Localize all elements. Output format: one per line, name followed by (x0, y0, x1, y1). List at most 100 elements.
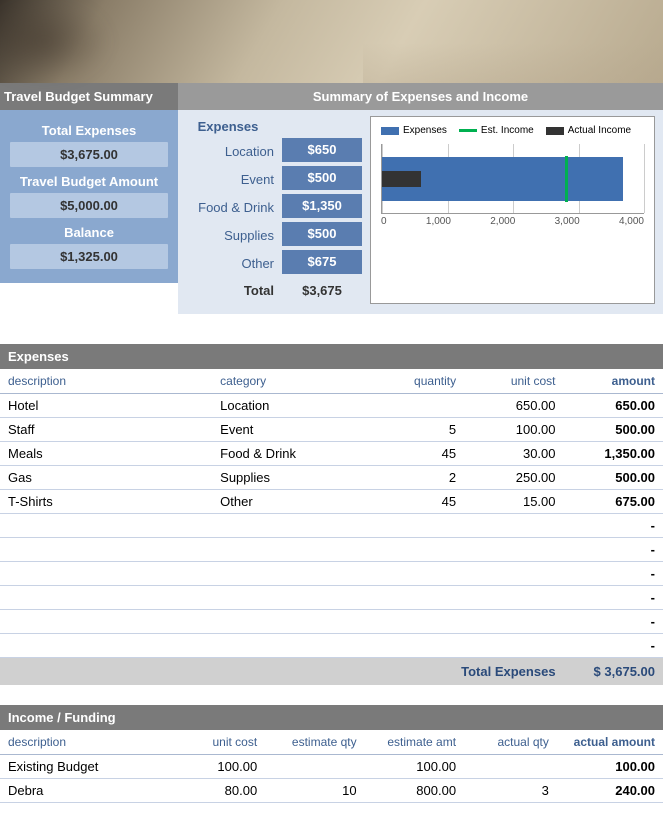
cell-category[interactable]: Event (212, 418, 371, 442)
cell-category[interactable]: Food & Drink (212, 442, 371, 466)
cell[interactable] (464, 562, 563, 586)
cell-unit-cost[interactable]: 250.00 (464, 466, 563, 490)
cell[interactable] (371, 610, 464, 634)
cell-actual-qty[interactable]: 3 (464, 779, 557, 803)
cell-amount[interactable]: 650.00 (564, 394, 663, 418)
cell[interactable] (212, 610, 371, 634)
table-row[interactable]: Gas Supplies 2 250.00 500.00 (0, 466, 663, 490)
cell[interactable] (464, 586, 563, 610)
cell-quantity[interactable]: 2 (371, 466, 464, 490)
budget-amount-value: $5,000.00 (10, 193, 168, 218)
cell-quantity[interactable]: 45 (371, 442, 464, 466)
cell-quantity[interactable]: 45 (371, 490, 464, 514)
cell[interactable] (371, 538, 464, 562)
chart-plot (381, 144, 644, 214)
cell-description[interactable]: Existing Budget (0, 755, 172, 779)
cell-amount[interactable]: 1,350.00 (564, 442, 663, 466)
cell-unit-cost[interactable]: 100.00 (172, 755, 265, 779)
chart-legend: Expenses Est. Income Actual Income (375, 123, 650, 144)
breakdown-total-value: $3,675 (282, 278, 362, 304)
cell-actual-amount[interactable]: 100.00 (557, 755, 663, 779)
col-estimate-amt: estimate amt (365, 730, 464, 755)
cell-unit-cost[interactable]: 15.00 (464, 490, 563, 514)
cell-amount[interactable]: 675.00 (564, 490, 663, 514)
cell-unit-cost[interactable]: 80.00 (172, 779, 265, 803)
cell-estimate-amt[interactable]: 100.00 (365, 755, 464, 779)
cell-amount[interactable] (564, 610, 663, 634)
cell-description[interactable]: Debra (0, 779, 172, 803)
table-row-empty[interactable] (0, 538, 663, 562)
cell-quantity[interactable]: 5 (371, 418, 464, 442)
cell-unit-cost[interactable]: 100.00 (464, 418, 563, 442)
cell-amount[interactable] (564, 562, 663, 586)
table-row[interactable]: Existing Budget 100.00 100.00 100.00 (0, 755, 663, 779)
cell[interactable] (0, 538, 212, 562)
cell-amount[interactable] (564, 634, 663, 658)
cell-description[interactable]: Staff (0, 418, 212, 442)
cell[interactable] (464, 610, 563, 634)
cell[interactable] (0, 586, 212, 610)
summary-section: Travel Budget Summary Total Expenses $3,… (0, 83, 663, 314)
cell-amount[interactable] (564, 586, 663, 610)
cell[interactable] (212, 586, 371, 610)
table-row[interactable]: Debra 80.00 10 800.00 3 240.00 (0, 779, 663, 803)
table-row-empty[interactable] (0, 514, 663, 538)
cell-actual-qty[interactable] (464, 755, 557, 779)
table-row[interactable]: Hotel Location 650.00 650.00 (0, 394, 663, 418)
table-row-empty[interactable] (0, 562, 663, 586)
cell[interactable] (464, 634, 563, 658)
cell-amount[interactable]: 500.00 (564, 418, 663, 442)
cell[interactable] (0, 562, 212, 586)
table-row[interactable]: Meals Food & Drink 45 30.00 1,350.00 (0, 442, 663, 466)
expenses-section-header: Expenses (0, 344, 663, 369)
cell-description[interactable]: Gas (0, 466, 212, 490)
table-row-empty[interactable] (0, 610, 663, 634)
cell-unit-cost[interactable]: 650.00 (464, 394, 563, 418)
table-row-empty[interactable] (0, 586, 663, 610)
cell-amount[interactable] (564, 538, 663, 562)
cell[interactable] (371, 634, 464, 658)
breakdown-label: Supplies (182, 222, 274, 250)
cell-quantity[interactable] (371, 394, 464, 418)
cell-actual-amount[interactable]: 240.00 (557, 779, 663, 803)
swatch-black-icon (546, 127, 564, 135)
col-category: category (212, 369, 371, 394)
cell[interactable] (464, 514, 563, 538)
cell[interactable] (0, 610, 212, 634)
cell[interactable] (371, 562, 464, 586)
cell[interactable] (212, 634, 371, 658)
cell-description[interactable]: Meals (0, 442, 212, 466)
total-expenses-label: Total Expenses (0, 658, 564, 685)
cell-estimate-qty[interactable]: 10 (265, 779, 364, 803)
cell[interactable] (212, 538, 371, 562)
col-description: description (0, 730, 172, 755)
cell[interactable] (371, 514, 464, 538)
cell[interactable] (0, 514, 212, 538)
cell-category[interactable]: Supplies (212, 466, 371, 490)
expenses-total-table: Total Expenses $ 3,675.00 (0, 658, 663, 685)
cell[interactable] (371, 586, 464, 610)
cell[interactable] (212, 514, 371, 538)
cell-amount[interactable]: 500.00 (564, 466, 663, 490)
cell-description[interactable]: T-Shirts (0, 490, 212, 514)
cell-description[interactable]: Hotel (0, 394, 212, 418)
summary-left-header: Travel Budget Summary (0, 83, 178, 110)
table-row[interactable]: Staff Event 5 100.00 500.00 (0, 418, 663, 442)
cell-estimate-amt[interactable]: 800.00 (365, 779, 464, 803)
cell[interactable] (212, 562, 371, 586)
cell-category[interactable]: Location (212, 394, 371, 418)
col-unit-cost: unit cost (464, 369, 563, 394)
cell[interactable] (0, 634, 212, 658)
table-row-empty[interactable] (0, 634, 663, 658)
cell[interactable] (464, 538, 563, 562)
table-row[interactable]: T-Shirts Other 45 15.00 675.00 (0, 490, 663, 514)
hero-image (0, 0, 663, 83)
x-tick-label: 2,000 (490, 216, 515, 227)
summary-left-body: Total Expenses $3,675.00 Travel Budget A… (0, 110, 178, 283)
cell-amount[interactable] (564, 514, 663, 538)
gridline (644, 144, 645, 213)
cell-category[interactable]: Other (212, 490, 371, 514)
cell-estimate-qty[interactable] (265, 755, 364, 779)
cell-unit-cost[interactable]: 30.00 (464, 442, 563, 466)
breakdown-label: Food & Drink (182, 194, 274, 222)
